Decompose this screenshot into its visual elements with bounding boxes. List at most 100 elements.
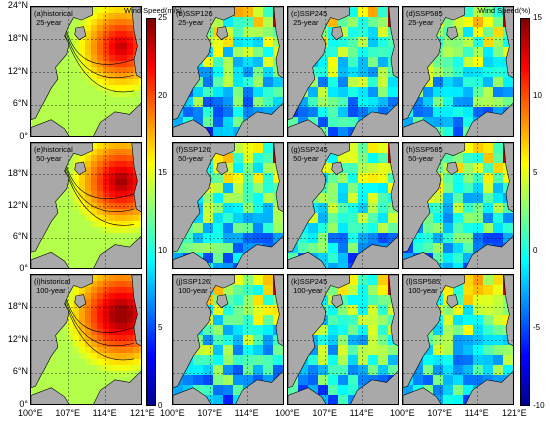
land-mass: [173, 119, 212, 136]
lat-label: 6°N: [12, 98, 28, 109]
land-mass: [173, 251, 212, 268]
lon-label: 100°E: [390, 408, 415, 418]
lat-label: 12°N: [7, 65, 28, 76]
land-mass: [288, 387, 327, 404]
lon-label: 121°E: [130, 408, 155, 418]
map-panel-i: (i)historical 100-year: [30, 274, 142, 405]
land-mass: [403, 387, 442, 404]
land-mass: [503, 7, 513, 79]
land-mass: [131, 7, 141, 79]
colorbar-right-title: Wind Speed(%): [478, 6, 531, 15]
land-mass: [331, 26, 344, 41]
land-mass: [288, 143, 350, 253]
land-mass: [31, 7, 93, 121]
lon-label: 100°E: [160, 408, 185, 418]
contour-line: [64, 168, 135, 226]
lon-label: 107°E: [312, 408, 337, 418]
map-d: [403, 7, 513, 136]
panel-label-a: (a)historical 25-year: [34, 9, 73, 27]
colorbar-tick: 0: [158, 401, 163, 410]
panel-label-i: (i)historical 100-year: [34, 277, 71, 295]
land-mass: [173, 143, 235, 253]
map-panel-b: (b)SSP126 25-year: [172, 6, 284, 137]
panel-label-c: (c)SSP245 25-year: [291, 9, 328, 27]
map-panel-g: (g)SSP245 50-year: [287, 142, 399, 269]
panel-label-g: (g)SSP245 50-year: [291, 145, 328, 163]
colorbar-tick: 20: [158, 90, 167, 100]
lat-label: 0°: [19, 399, 28, 409]
colorbar-wind-speed-ms: [146, 18, 156, 406]
land-mass: [131, 143, 141, 213]
lat-label: 6°N: [12, 231, 28, 242]
lat-label: 6°N: [12, 366, 28, 377]
lat-label: 12°N: [7, 333, 28, 344]
colorbar-tick: 10: [533, 90, 542, 100]
land-mass: [31, 143, 93, 253]
map-e: [31, 143, 141, 268]
lon-label: 107°E: [197, 408, 222, 418]
map-h: [403, 143, 513, 268]
colorbar-tick: -10: [533, 401, 545, 410]
colorbar-tick: -5: [533, 323, 541, 333]
panel-label-d: (d)SSP585 25-year: [406, 9, 443, 27]
land-mass: [288, 119, 327, 136]
land-mass: [465, 370, 513, 404]
land-mass: [331, 294, 344, 309]
lon-label: 114°E: [464, 408, 489, 418]
land-mass: [288, 275, 350, 389]
land-mass: [31, 275, 93, 389]
map-panel-a: (a)historical 25-year: [30, 6, 142, 137]
contour-line: [64, 22, 135, 65]
land-mass: [216, 294, 229, 309]
land-mass: [173, 275, 235, 389]
lat-label: 24°N: [7, 0, 28, 10]
lon-label: 107°E: [427, 408, 452, 418]
map-panel-h: (h)SSP585 50-year: [402, 142, 514, 269]
panel-label-l: (l)SSP585 100-year: [406, 277, 441, 295]
land-mass: [403, 251, 442, 268]
land-mass: [173, 7, 235, 121]
colorbar-tick: 10: [158, 245, 167, 255]
contour-line: [64, 301, 135, 361]
map-c: [288, 7, 398, 136]
colorbar-tick: 15: [158, 168, 167, 178]
land-mass: [273, 275, 283, 347]
lat-label: 18°N: [7, 300, 28, 311]
map-panel-f: (f)SSP126 50-year: [172, 142, 284, 269]
panel-label-h: (h)SSP585 50-year: [406, 145, 443, 163]
land-mass: [216, 26, 229, 41]
contour-line: [64, 295, 135, 347]
map-panel-l: (l)SSP585 100-year: [402, 274, 514, 405]
lat-label: 18°N: [7, 167, 28, 178]
map-g: [288, 143, 398, 268]
map-panel-j: (j)SSP126 100-year: [172, 274, 284, 405]
land-mass: [403, 275, 465, 389]
contour-line: [64, 158, 135, 200]
contour-line: [64, 33, 135, 93]
land-mass: [446, 161, 459, 176]
land-mass: [446, 294, 459, 309]
panel-label-j: (j)SSP126 100-year: [176, 277, 211, 295]
map-panel-c: (c)SSP245 25-year: [287, 6, 399, 137]
land-mass: [74, 26, 87, 41]
lon-label: 107°E: [55, 408, 80, 418]
land-mass: [503, 275, 513, 347]
land-mass: [403, 119, 442, 136]
land-mass: [403, 143, 465, 253]
land-mass: [93, 370, 141, 404]
land-mass: [131, 275, 141, 347]
colorbar-tick: 5: [533, 168, 538, 178]
map-panel-k: (k)SSP245 100-year: [287, 274, 399, 405]
lat-label: 0°: [19, 131, 28, 141]
contour-line: [64, 163, 135, 212]
land-mass: [31, 119, 70, 136]
lon-label: 114°E: [349, 408, 374, 418]
land-mass: [216, 161, 229, 176]
lon-label: 100°E: [275, 408, 300, 418]
land-mass: [288, 251, 327, 268]
land-mass: [288, 7, 350, 121]
lon-label: 114°E: [92, 408, 117, 418]
land-mass: [31, 387, 70, 404]
lon-label: 114°E: [234, 408, 259, 418]
land-mass: [235, 370, 283, 404]
